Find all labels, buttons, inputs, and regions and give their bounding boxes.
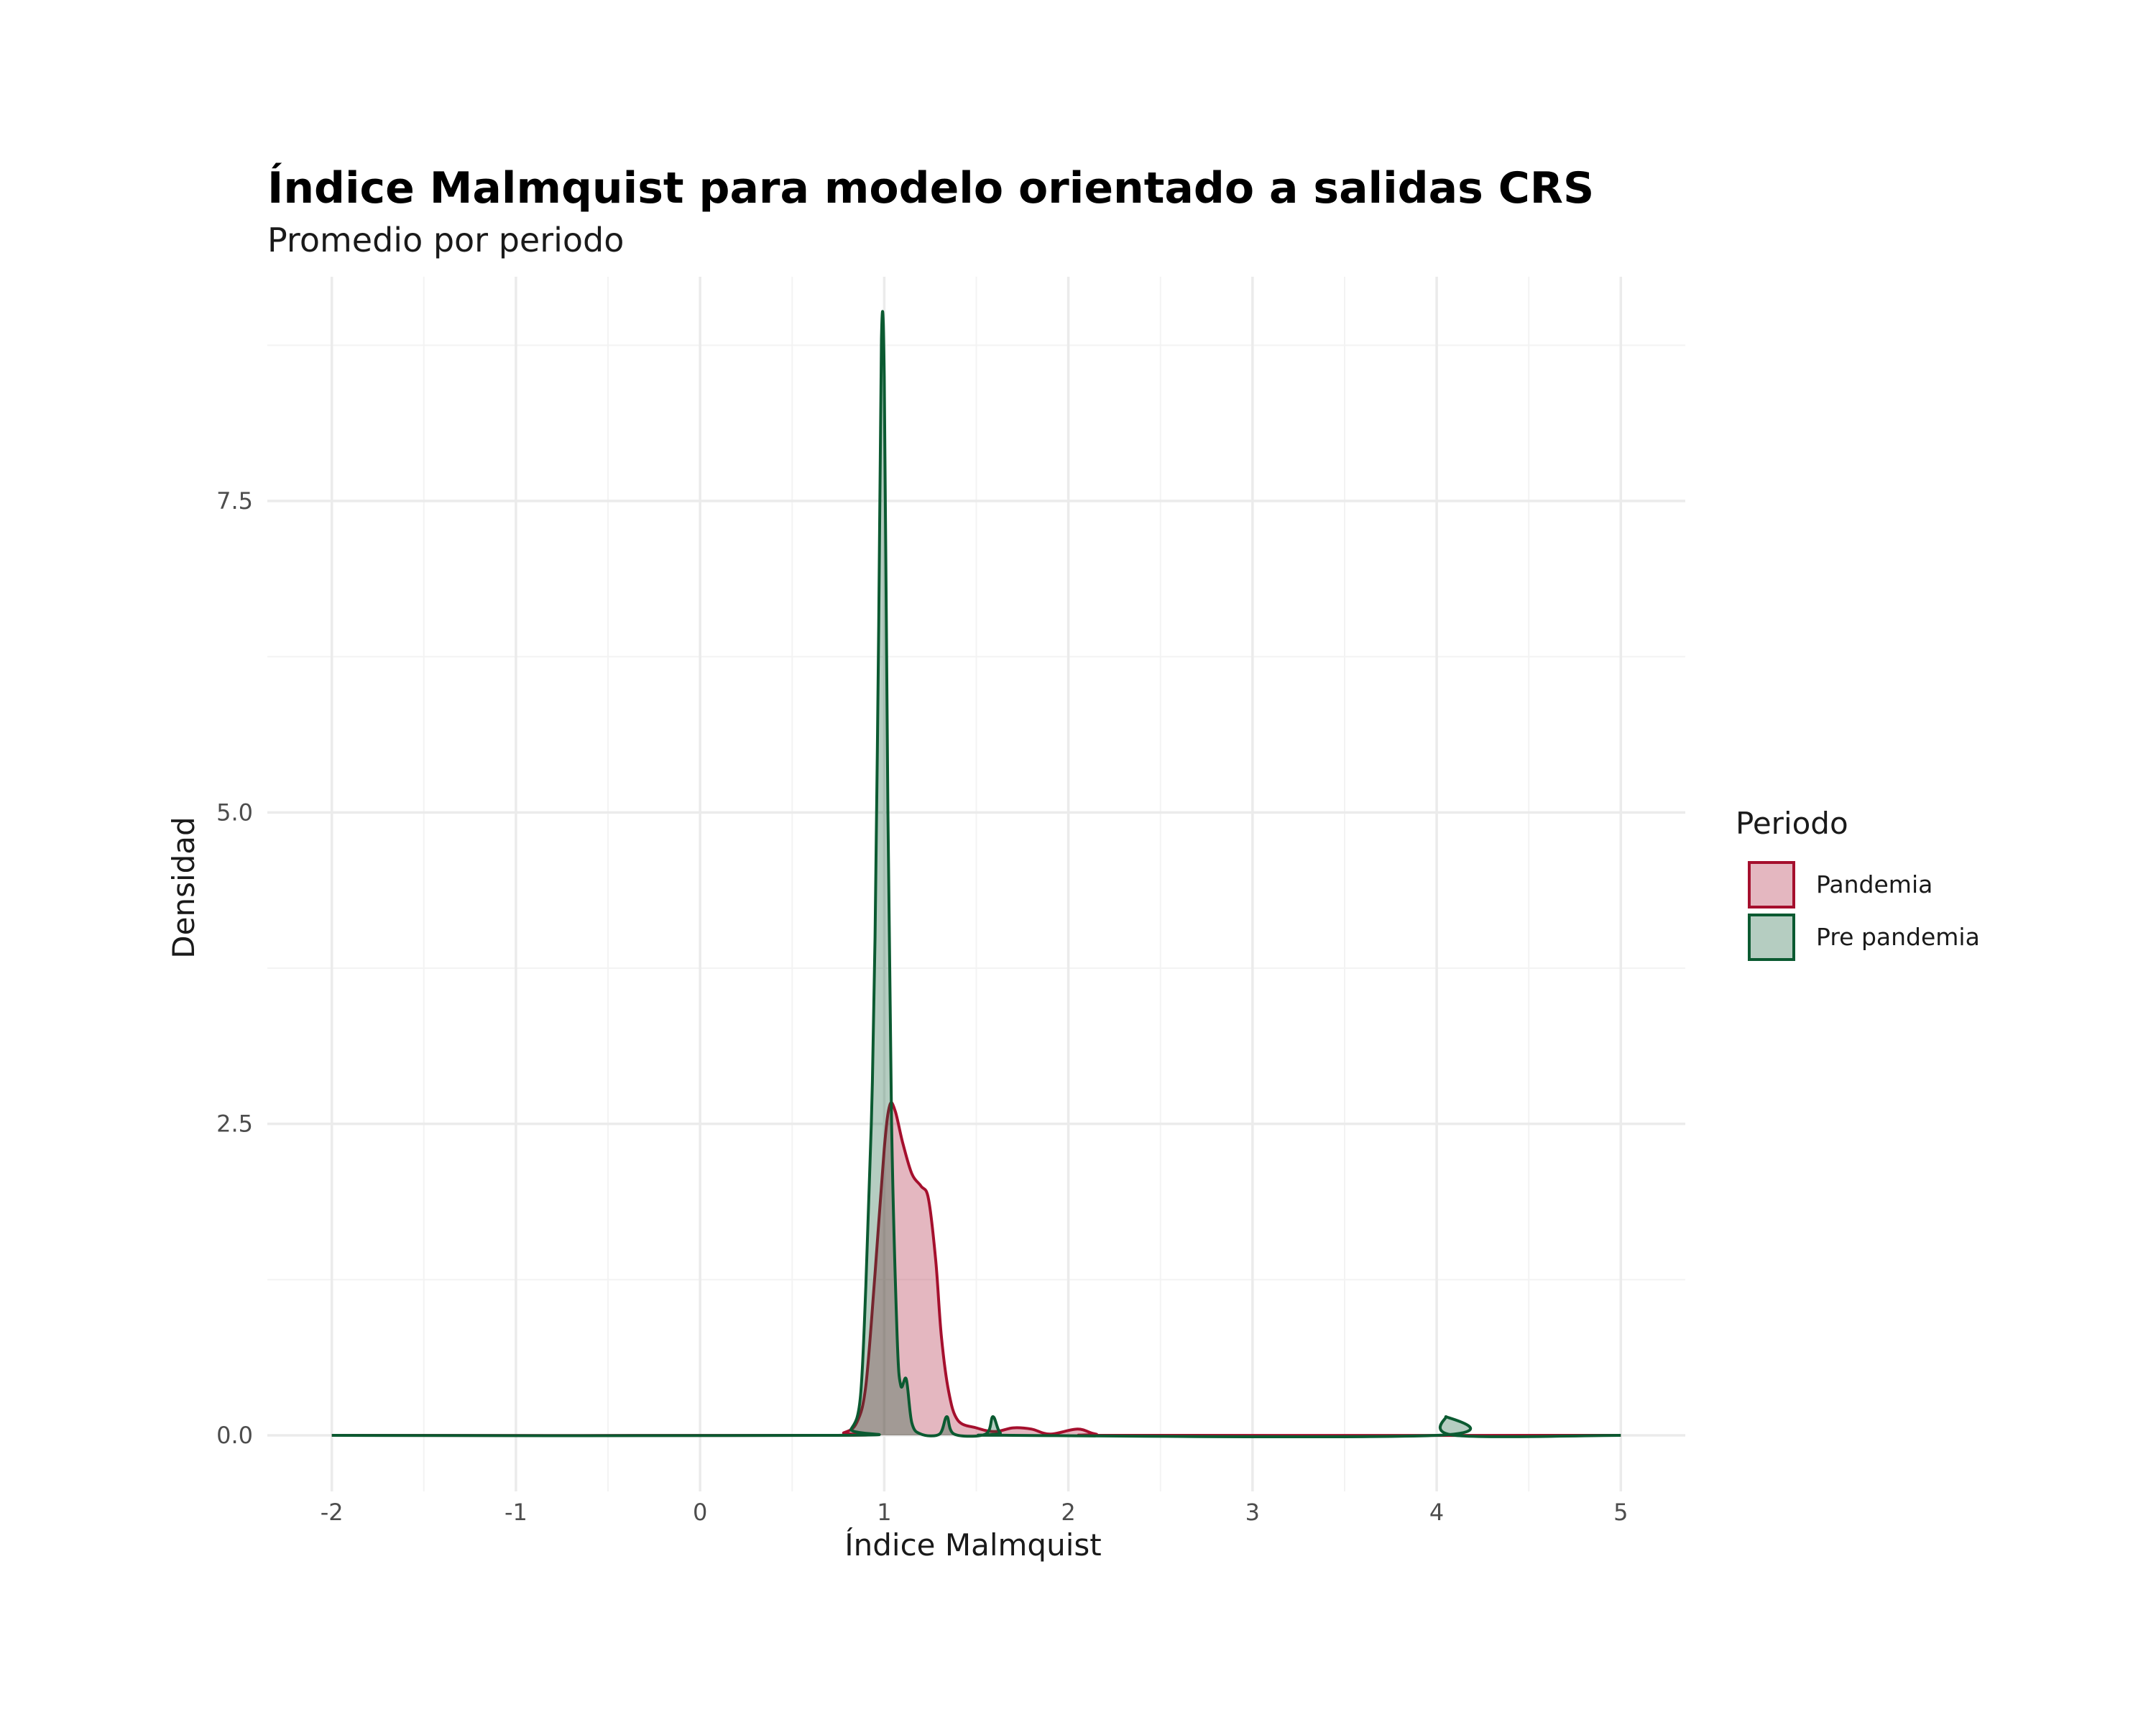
x-tick-label: 4	[1429, 1499, 1444, 1526]
y-tick-label: 7.5	[216, 487, 253, 515]
x-tick-label: 2	[1061, 1499, 1075, 1526]
legend-label: Pandemia	[1816, 870, 1932, 898]
legend-title: Periodo	[1736, 806, 1848, 841]
chart-subtitle: Promedio por periodo	[267, 221, 624, 259]
y-axis-ticks: 0.0 2.5 5.0 7.5	[216, 487, 253, 1449]
chart-title: Índice Malmquist para modelo orientado a…	[267, 162, 1594, 213]
y-tick-label: 0.0	[216, 1422, 253, 1449]
x-tick-label: 3	[1245, 1499, 1260, 1526]
legend-key-pre-pandemia	[1748, 914, 1795, 961]
x-axis-ticks: -2 -1 0 1 2 3 4 5	[321, 1499, 1628, 1526]
x-tick-label: 0	[693, 1499, 707, 1526]
density-line-pre-pandemia	[331, 310, 1621, 1439]
legend: Periodo Pandemia Pre pandemia	[1736, 806, 1980, 961]
legend-key-bg	[1748, 914, 1795, 961]
legend-key-pandemia	[1748, 861, 1795, 908]
legend-key-bg	[1748, 861, 1795, 908]
x-tick-label: 1	[877, 1499, 891, 1526]
x-tick-label: -2	[321, 1499, 344, 1526]
x-tick-label: 5	[1613, 1499, 1628, 1526]
x-axis-title: Índice Malmquist	[844, 1527, 1101, 1563]
density-areas	[331, 310, 1621, 1439]
legend-label: Pre pandemia	[1816, 923, 1980, 951]
y-axis-title: Densidad	[166, 816, 201, 958]
gridlines	[267, 277, 1685, 1491]
y-tick-label: 5.0	[216, 799, 253, 826]
x-tick-label: -1	[505, 1499, 528, 1526]
y-tick-label: 2.5	[216, 1110, 253, 1138]
